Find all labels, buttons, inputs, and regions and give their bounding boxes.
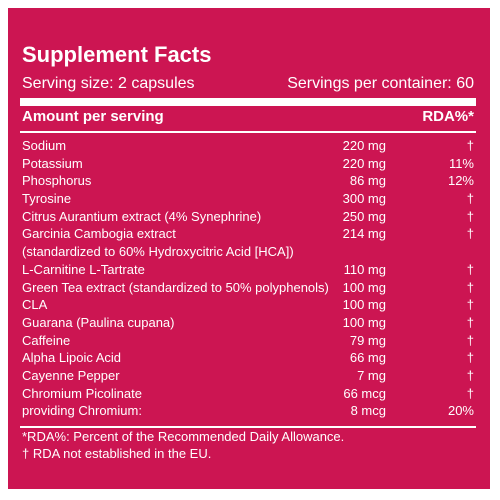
nutrient-rda: † <box>466 385 474 401</box>
nutrient-name: CLA <box>22 297 48 313</box>
nutrient-amount: 100 mg <box>342 279 386 295</box>
footer-divider <box>20 426 476 428</box>
nutrient-name: Tyrosine <box>22 191 72 207</box>
nutrient-rda: † <box>466 350 474 366</box>
nutrient-amount: 250 mg <box>342 208 386 224</box>
nutrient-name: Green Tea extract (standardized to 50% p… <box>22 279 329 295</box>
supplement-facts-panel: Supplement Facts Serving size: 2 capsule… <box>8 8 490 489</box>
table-row: Potassium 220 mg 11% <box>22 155 474 173</box>
nutrient-name: Citrus Aurantium extract (4% Synephrine) <box>22 208 262 224</box>
dagger-footnote: † RDA not established in the EU. <box>22 446 212 461</box>
nutrient-amount: 66 mg <box>349 350 386 366</box>
table-row: CLA 100 mg † <box>22 296 474 314</box>
nutrient-name: (standardized to 60% Hydroxycitric Acid … <box>22 244 294 260</box>
nutrient-amount: 86 mg <box>349 173 386 189</box>
table-header: Amount per serving RDA%* <box>22 108 474 130</box>
nutrient-amount: 100 mg <box>342 297 386 313</box>
nutrient-name: Chromium Picolinate <box>22 385 142 401</box>
nutrient-amount: 220 mg <box>342 155 386 171</box>
nutrient-rda: 12% <box>447 173 474 189</box>
panel-title: Supplement Facts <box>22 42 212 67</box>
table-row: Tyrosine 300 mg † <box>22 190 474 208</box>
nutrient-amount: 220 mg <box>342 138 386 153</box>
nutrient-rda: † <box>466 314 474 330</box>
nutrient-rda: 11% <box>448 155 474 171</box>
nutrient-rda: † <box>466 208 474 224</box>
nutrient-rda: † <box>466 138 474 153</box>
nutrient-name: Cayenne Pepper <box>22 367 120 383</box>
table-row: Green Tea extract (standardized to 50% p… <box>22 279 474 297</box>
nutrient-rda: † <box>466 261 474 277</box>
amount-per-serving-label: Amount per serving <box>22 108 164 125</box>
rda-footnote: *RDA%: Percent of the Recommended Daily … <box>22 429 345 444</box>
table-row: Citrus Aurantium extract (4% Synephrine)… <box>22 208 474 226</box>
serving-size: Serving size: 2 capsules <box>22 75 195 92</box>
table-row: Guarana (Paulina cupana) 100 mg † <box>22 314 474 332</box>
nutrient-rda: † <box>466 367 474 383</box>
nutrient-rda: † <box>466 332 474 348</box>
nutrient-amount: 214 mg <box>342 226 386 242</box>
nutrient-amount: 300 mg <box>342 191 386 207</box>
table-row: Phosphorus 86 mg 12% <box>22 172 474 190</box>
nutrient-name: Phosphorus <box>22 173 92 189</box>
nutrient-rda: † <box>466 279 474 295</box>
thick-divider <box>20 98 476 106</box>
rda-label: RDA%* <box>422 108 474 125</box>
table-row: Chromium Picolinate 66 mcg † <box>22 385 474 403</box>
table-row: Caffeine 79 mg † <box>22 332 474 350</box>
nutrient-rda: † <box>466 226 474 242</box>
nutrient-rda: 20% <box>447 403 474 419</box>
nutrient-name: providing Chromium: <box>22 403 142 419</box>
table-row: Sodium 220 mg † <box>22 137 474 155</box>
nutrient-rows: Sodium 220 mg † Potassium 220 mg 11% Phosphoru… <box>22 137 474 420</box>
nutrient-amount: 66 mcg <box>343 385 386 401</box>
nutrient-amount: 100 mg <box>342 314 386 330</box>
nutrient-amount: 7 mg <box>357 367 386 383</box>
nutrient-amount: 8 mcg <box>350 403 386 419</box>
table-row: Cayenne Pepper 7 mg † <box>22 367 474 385</box>
nutrient-name: L-Carnitine L-Tartrate <box>22 261 145 277</box>
table-row: (standardized to 60% Hydroxycitric Acid … <box>22 243 474 261</box>
nutrient-name: Caffeine <box>22 332 71 348</box>
nutrient-amount: 110 mg <box>343 261 386 277</box>
nutrient-name: Garcinia Cambogia extract <box>22 226 176 242</box>
nutrient-rda: † <box>466 191 474 207</box>
nutrient-rda: † <box>466 297 474 313</box>
nutrient-name: Alpha Lipoic Acid <box>22 350 122 366</box>
nutrient-amount: 79 mg <box>349 332 386 348</box>
table-row: providing Chromium: 8 mcg 20% <box>22 402 474 420</box>
table-row: Garcinia Cambogia extract 214 mg † <box>22 225 474 243</box>
table-row: L-Carnitine L-Tartrate 110 mg † <box>22 261 474 279</box>
nutrient-name: Potassium <box>22 155 83 171</box>
servings-per-container: Servings per container: 60 <box>287 75 474 92</box>
table-row: Alpha Lipoic Acid 66 mg † <box>22 349 474 367</box>
nutrient-name: Sodium <box>22 138 67 153</box>
header-divider <box>20 131 476 133</box>
nutrient-name: Guarana (Paulina cupana) <box>22 314 175 330</box>
